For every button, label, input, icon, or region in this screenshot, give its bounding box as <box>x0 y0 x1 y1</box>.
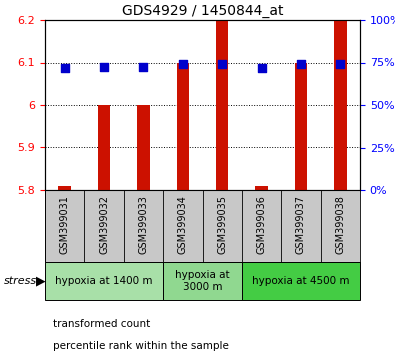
Bar <box>255 186 268 190</box>
Point <box>180 61 186 67</box>
Text: transformed count: transformed count <box>53 319 150 330</box>
Text: percentile rank within the sample: percentile rank within the sample <box>53 341 229 351</box>
Point <box>140 64 147 70</box>
Text: hypoxia at 1400 m: hypoxia at 1400 m <box>55 276 153 286</box>
Bar <box>242 262 360 300</box>
Text: hypoxia at 4500 m: hypoxia at 4500 m <box>252 276 350 286</box>
Point <box>337 61 344 67</box>
Text: GSM399034: GSM399034 <box>178 195 188 254</box>
Bar <box>334 20 347 190</box>
Text: GSM399038: GSM399038 <box>335 195 345 254</box>
Text: GSM399037: GSM399037 <box>296 195 306 254</box>
Text: GSM399031: GSM399031 <box>60 195 70 254</box>
Text: GSM399036: GSM399036 <box>257 195 267 254</box>
Text: ▶: ▶ <box>36 274 45 287</box>
Bar <box>163 262 242 300</box>
Point <box>298 61 304 67</box>
Text: GSM399035: GSM399035 <box>217 195 227 254</box>
Text: GSM399032: GSM399032 <box>99 195 109 254</box>
Title: GDS4929 / 1450844_at: GDS4929 / 1450844_at <box>122 4 283 18</box>
Bar <box>137 105 150 190</box>
Bar <box>216 20 228 190</box>
Bar <box>58 186 71 190</box>
Bar <box>98 105 110 190</box>
Bar <box>45 262 163 300</box>
Text: stress: stress <box>4 276 37 286</box>
Text: GSM399033: GSM399033 <box>138 195 149 254</box>
Bar <box>177 63 189 190</box>
Point <box>101 64 107 69</box>
Point <box>219 61 225 66</box>
Point <box>62 65 68 71</box>
Point <box>258 65 265 71</box>
Bar <box>295 63 307 190</box>
Text: hypoxia at
3000 m: hypoxia at 3000 m <box>175 270 230 292</box>
